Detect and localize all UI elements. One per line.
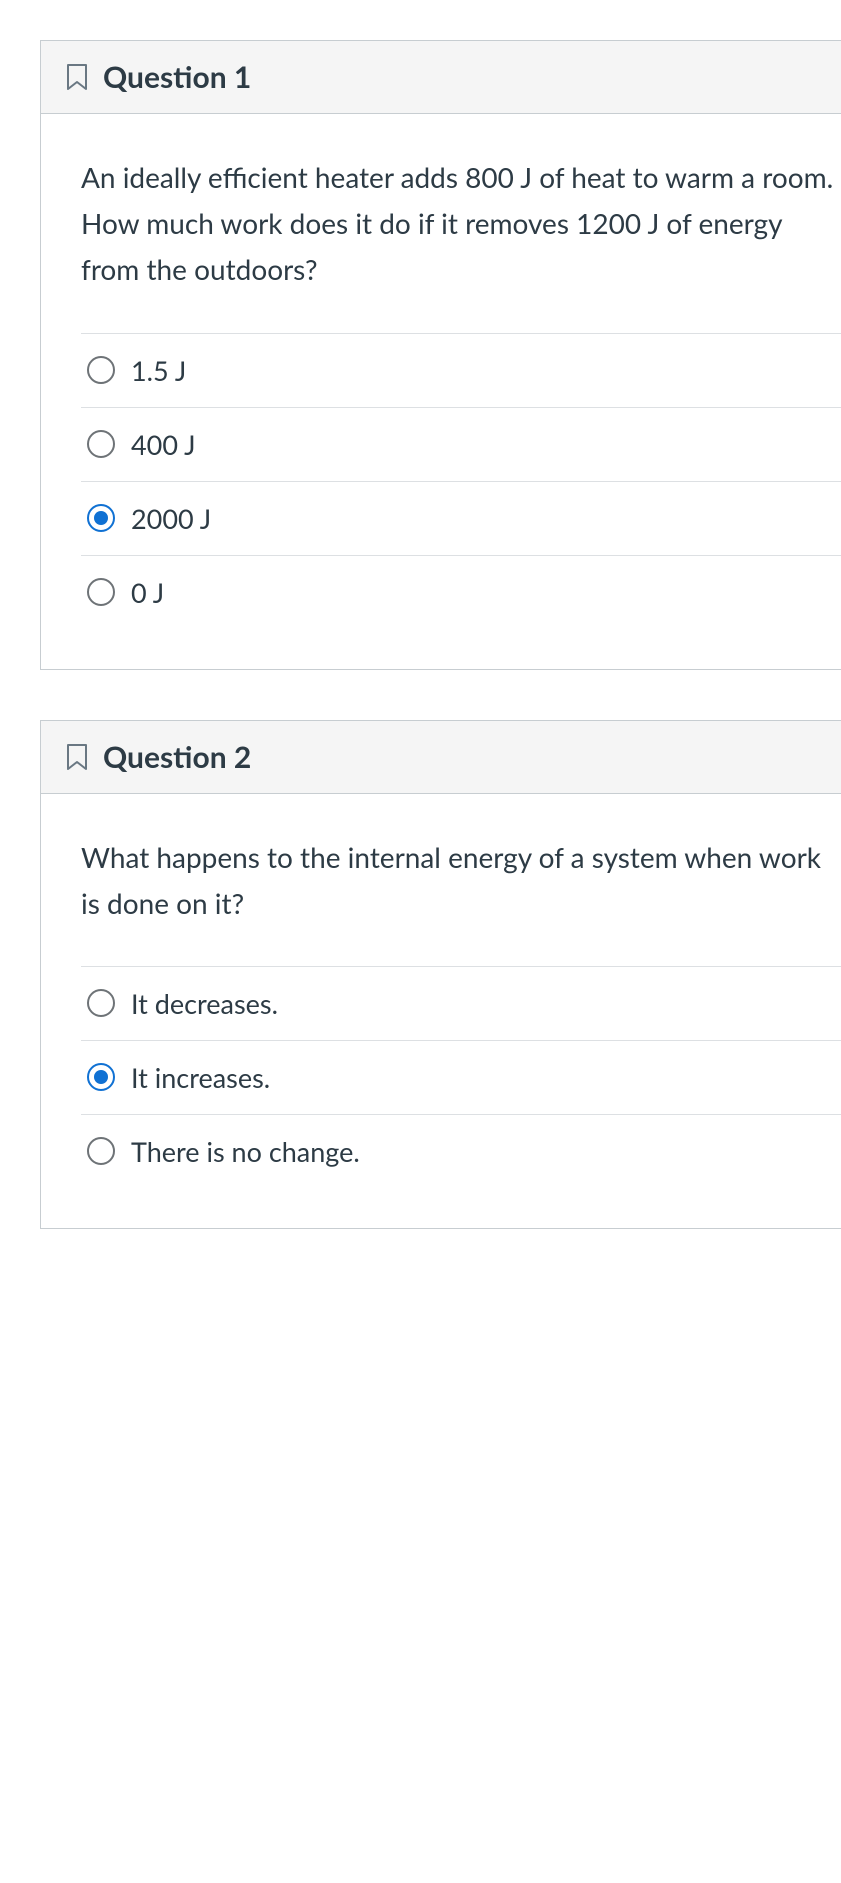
option-label: 1.5 J: [131, 354, 186, 387]
radio-icon[interactable]: [87, 1137, 115, 1165]
question-header: Question 1: [41, 41, 841, 114]
option-label: 400 J: [131, 428, 196, 461]
question-prompt: An ideally efficient heater adds 800 J o…: [81, 154, 841, 293]
option-row[interactable]: It increases.: [81, 1041, 841, 1115]
options-list: 1.5 J 400 J 2000 J 0 J: [81, 333, 841, 629]
options-list: It decreases. It increases. There is no …: [81, 966, 841, 1188]
radio-icon[interactable]: [87, 1063, 115, 1091]
question-card: Question 1 An ideally efficient heater a…: [40, 40, 841, 670]
question-title: Question 2: [103, 739, 251, 775]
bookmark-icon: [65, 63, 89, 91]
radio-icon[interactable]: [87, 989, 115, 1017]
option-label: It decreases.: [131, 987, 278, 1020]
option-label: There is no change.: [131, 1135, 360, 1168]
question-prompt: What happens to the internal energy of a…: [81, 834, 841, 926]
radio-icon[interactable]: [87, 356, 115, 384]
option-row[interactable]: 400 J: [81, 408, 841, 482]
option-row[interactable]: 0 J: [81, 556, 841, 629]
radio-icon[interactable]: [87, 504, 115, 532]
question-body: An ideally efficient heater adds 800 J o…: [41, 114, 841, 669]
bookmark-icon: [65, 743, 89, 771]
option-row[interactable]: 1.5 J: [81, 334, 841, 408]
option-label: 2000 J: [131, 502, 211, 535]
question-header: Question 2: [41, 721, 841, 794]
question-card: Question 2 What happens to the internal …: [40, 720, 841, 1229]
option-row[interactable]: It decreases.: [81, 967, 841, 1041]
option-row[interactable]: 2000 J: [81, 482, 841, 556]
option-label: It increases.: [131, 1061, 270, 1094]
radio-icon[interactable]: [87, 578, 115, 606]
question-title: Question 1: [103, 59, 251, 95]
option-label: 0 J: [131, 576, 164, 609]
radio-icon[interactable]: [87, 430, 115, 458]
question-body: What happens to the internal energy of a…: [41, 794, 841, 1228]
option-row[interactable]: There is no change.: [81, 1115, 841, 1188]
